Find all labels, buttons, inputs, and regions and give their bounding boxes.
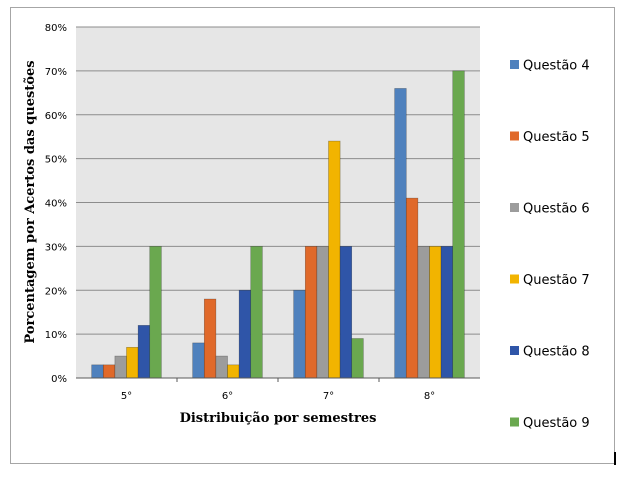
legend-swatch	[510, 417, 519, 427]
bar	[102, 364, 116, 379]
x-tick-label: 8°	[424, 391, 435, 402]
bar	[328, 140, 341, 379]
y-tick-label: 80%	[45, 23, 67, 34]
bar	[203, 298, 217, 379]
y-tick-label: 50%	[45, 155, 67, 166]
legend-swatch	[510, 60, 519, 69]
x-axis-ticks: 5° 6° 7° 8°	[121, 378, 435, 402]
bar	[405, 197, 419, 379]
bar	[192, 342, 205, 379]
bar	[238, 289, 252, 379]
y-tick-label: 0%	[51, 374, 67, 385]
bar	[114, 355, 127, 379]
bar	[316, 246, 329, 379]
y-tick-label: 20%	[45, 286, 67, 297]
bar	[149, 246, 162, 379]
bar	[91, 364, 104, 379]
chart-frame	[10, 7, 615, 464]
bar	[429, 246, 442, 379]
bar	[293, 289, 306, 379]
y-tick-label: 30%	[45, 242, 67, 253]
legend-label: Questão 8	[523, 345, 590, 360]
legend-swatch	[510, 203, 519, 212]
bar	[452, 70, 465, 379]
edge-mark	[614, 452, 616, 465]
bar	[304, 246, 318, 379]
legend-label: Questão 5	[523, 130, 590, 145]
bar	[250, 246, 263, 379]
bar	[339, 246, 353, 379]
y-tick-label: 10%	[45, 330, 67, 341]
legend: Questão 4 Questão 5 Questão 6 Questão 7 Ques…	[510, 59, 590, 431]
y-axis-title: Porcentagem por Acertos das questões	[23, 60, 38, 343]
legend-label: Questão 4	[523, 59, 590, 74]
x-axis-title: Distribuição por semestres	[180, 411, 377, 426]
bar	[215, 355, 228, 379]
y-tick-label: 40%	[45, 199, 67, 210]
y-axis-ticks: 0% 10% 20% 30% 40% 50% 60% 70% 80%	[45, 23, 67, 385]
y-tick-label: 60%	[45, 111, 67, 122]
legend-swatch	[510, 131, 519, 141]
legend-label: Questão 9	[523, 416, 590, 431]
bar	[417, 246, 430, 379]
bar	[440, 246, 454, 379]
x-tick-label: 6°	[222, 391, 233, 402]
bar	[394, 88, 407, 379]
x-tick-label: 5°	[121, 391, 132, 402]
bar	[137, 325, 151, 379]
legend-label: Questão 6	[523, 202, 590, 217]
x-tick-label: 7°	[323, 391, 334, 402]
bars	[91, 70, 465, 379]
bar	[227, 364, 240, 379]
legend-swatch	[510, 274, 519, 284]
bar	[126, 346, 139, 379]
bar	[351, 338, 364, 379]
legend-swatch	[510, 346, 519, 355]
y-tick-label: 70%	[45, 67, 67, 78]
legend-label: Questão 7	[523, 273, 590, 288]
